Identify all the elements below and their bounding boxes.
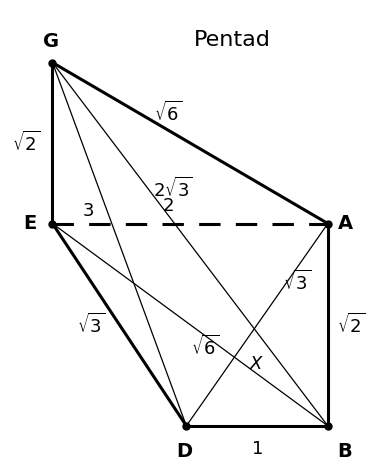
Text: $X$: $X$ bbox=[249, 355, 265, 373]
Text: A: A bbox=[338, 214, 353, 233]
Text: $\sqrt{3}$: $\sqrt{3}$ bbox=[283, 270, 311, 294]
Text: $\sqrt{6}$: $\sqrt{6}$ bbox=[191, 335, 220, 359]
Text: $1$: $1$ bbox=[251, 440, 263, 458]
Text: $\sqrt{2}$: $\sqrt{2}$ bbox=[337, 313, 365, 337]
Text: $2$: $2$ bbox=[162, 197, 174, 215]
Text: D: D bbox=[177, 442, 192, 461]
Text: $3$: $3$ bbox=[82, 202, 94, 219]
Text: $\sqrt{6}$: $\sqrt{6}$ bbox=[154, 101, 182, 125]
Text: E: E bbox=[23, 214, 36, 233]
Text: Pentad: Pentad bbox=[194, 29, 271, 49]
Text: B: B bbox=[338, 442, 352, 461]
Text: $\sqrt{3}$: $\sqrt{3}$ bbox=[76, 313, 105, 337]
Text: $2\sqrt{3}$: $2\sqrt{3}$ bbox=[153, 177, 192, 201]
Text: $\sqrt{2}$: $\sqrt{2}$ bbox=[12, 131, 40, 155]
Text: G: G bbox=[43, 32, 59, 51]
